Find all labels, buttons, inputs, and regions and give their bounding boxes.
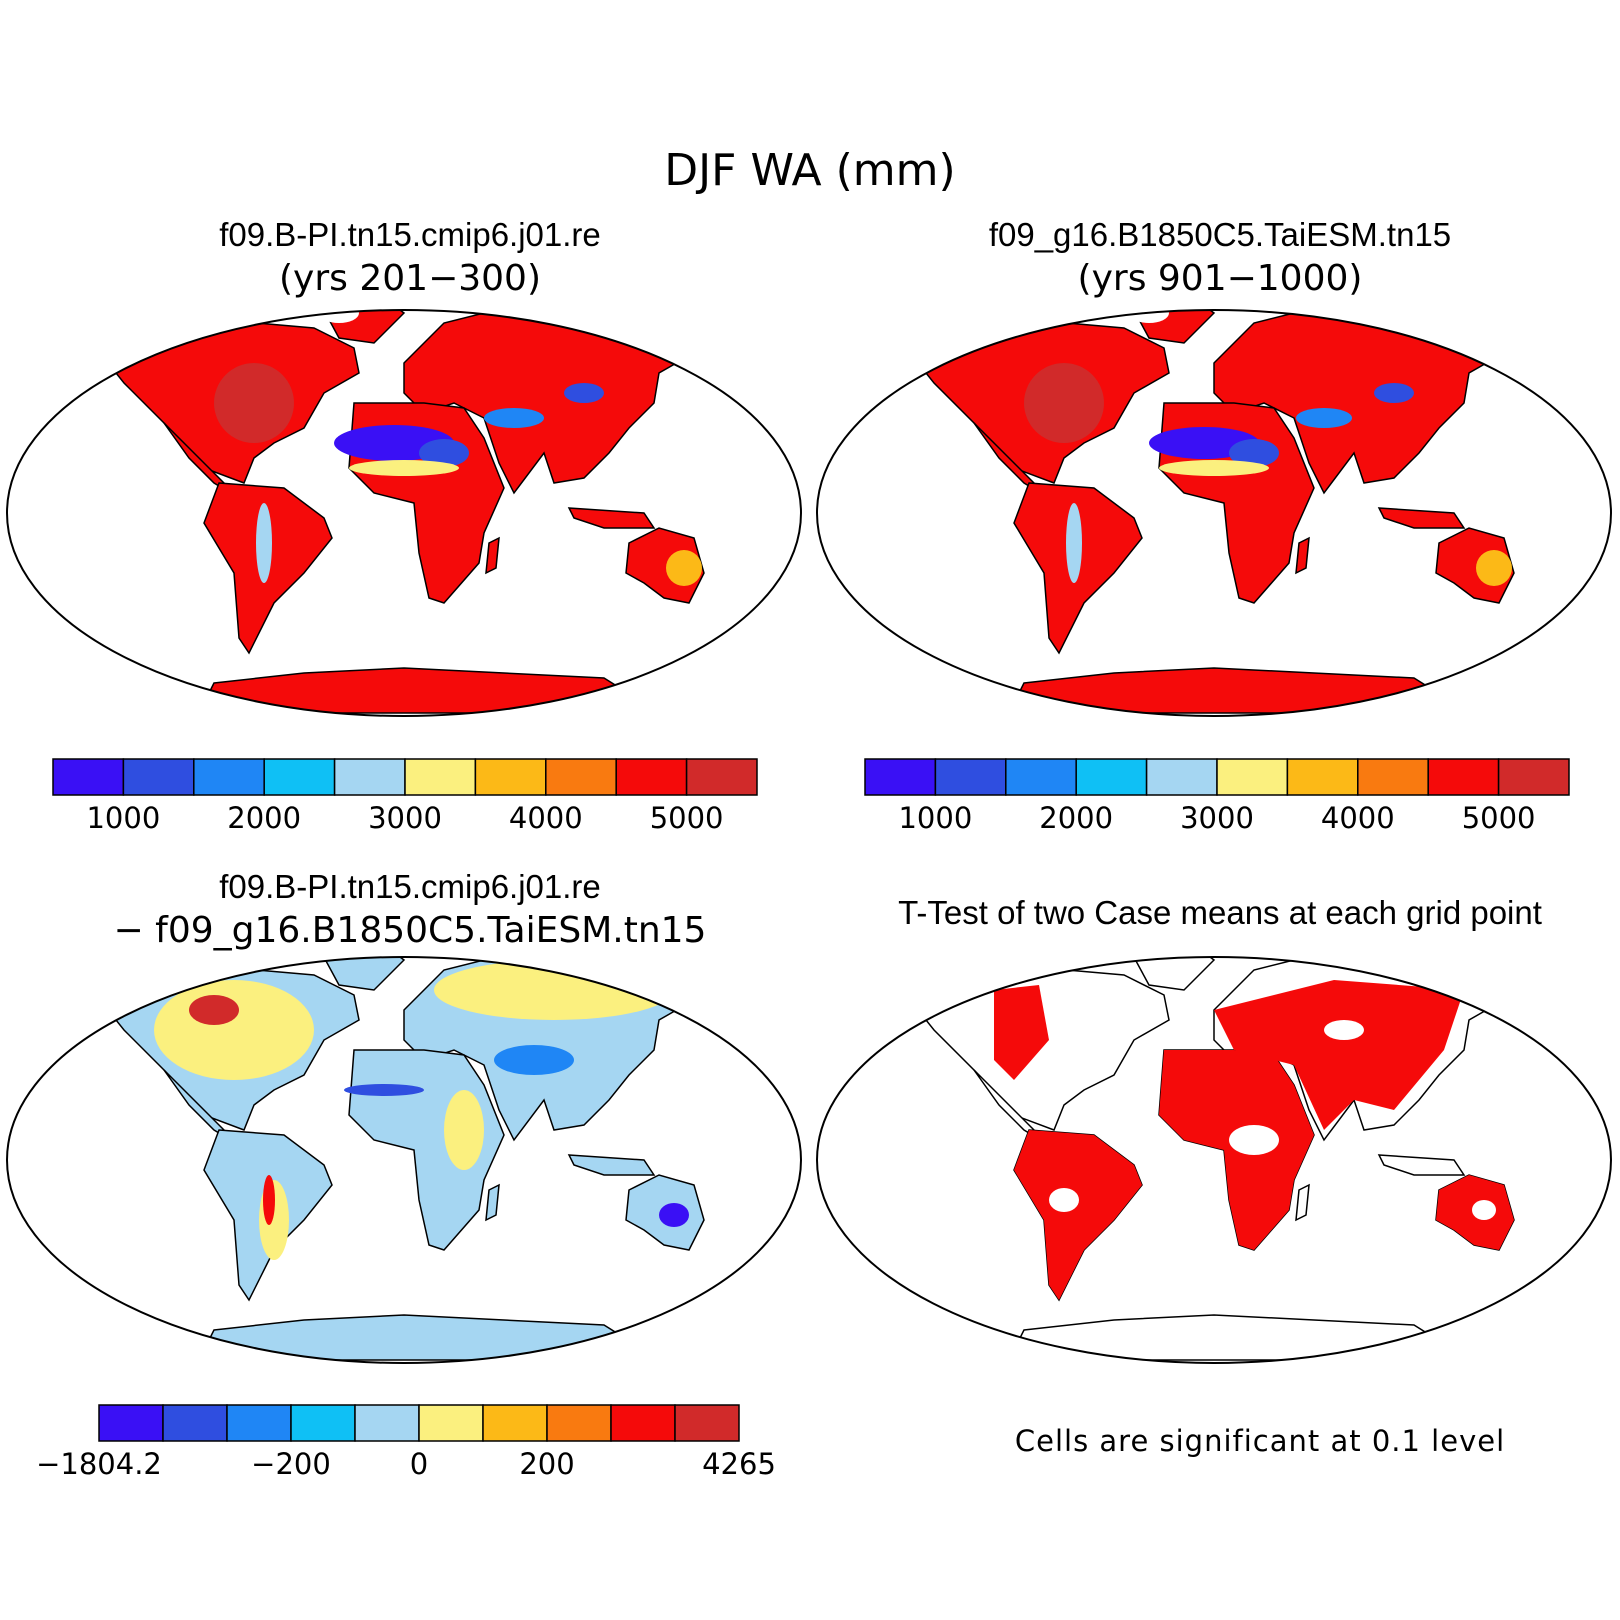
colorbar-top-left-swatch-1 (122, 758, 195, 796)
colorbar-top-right-tick-label: 3000 (1180, 801, 1254, 835)
panel-title-bottom-left: f09.B-PI.tn15.cmip6.j01.re (219, 868, 601, 905)
colorbar-bottom-left-swatch-9 (674, 1404, 740, 1442)
colorbar-top-left-swatch-2 (193, 758, 265, 796)
colorbar-top-right-tick-label: 1000 (898, 801, 972, 835)
figure-title: DJF WA (mm) (664, 145, 956, 196)
colorbar-top-left-swatch-9 (685, 758, 758, 796)
colorbar-top-left-tick-label: 4000 (509, 801, 583, 835)
non-significant-gaps (1049, 1020, 1496, 1220)
colorbar-top-left-tick-label: 3000 (368, 801, 442, 835)
colorbar-bottom-left-swatch-0 (98, 1404, 164, 1442)
colorbar-top-right: 1000 2000 3000 4000 5000 (864, 758, 1570, 835)
colorbar-bottom-left-tick-label: 4265 (702, 1447, 776, 1481)
colorbar-top-left-swatch-3 (263, 758, 336, 796)
colorbar-bottom-left-tick-label: −200 (251, 1447, 331, 1481)
colorbar-top-left-tick-label: 2000 (227, 801, 301, 835)
colorbar-top-right-swatch-9 (1497, 758, 1570, 796)
map-detail-top-left (214, 310, 702, 586)
colorbar-top-left-swatch-7 (545, 758, 617, 796)
colorbar-top-left-tick-label: 5000 (650, 801, 724, 835)
colorbar-top-left-swatch-8 (615, 758, 688, 796)
colorbar-bottom-left: −1804.2 −200 0 200 4265 (36, 1404, 776, 1481)
colorbar-bottom-left-swatch-5 (418, 1404, 484, 1442)
colorbar-bottom-left-swatch-1 (162, 1404, 228, 1442)
map-top-right (816, 309, 1612, 717)
colorbar-top-right-swatch-4 (1145, 758, 1218, 796)
colorbar-bottom-left-tick-label: 200 (519, 1447, 574, 1481)
colorbar-bottom-left-tick-label: 0 (410, 1447, 428, 1481)
panel-title-top-left: f09.B-PI.tn15.cmip6.j01.re (219, 216, 601, 253)
colorbar-top-right-swatch-3 (1075, 758, 1148, 796)
colorbar-top-right-swatch-0 (864, 758, 937, 796)
colorbar-top-right-tick-label: 5000 (1462, 801, 1536, 835)
colorbar-top-left-swatch-6 (474, 758, 547, 796)
panel-subtitle-bottom-left: − f09_g16.B1850C5.TaiESM.tn15 (113, 910, 707, 951)
colorbar-bottom-left-swatch-4 (354, 1404, 420, 1442)
colorbar-bottom-left-swatch-7 (546, 1404, 612, 1442)
colorbar-bottom-left-tick-label: −1804.2 (36, 1447, 162, 1481)
colorbar-top-left: 1000 2000 3000 4000 5000 (52, 758, 758, 835)
colorbar-top-right-tick-label: 2000 (1039, 801, 1113, 835)
colorbar-top-right-swatch-2 (1005, 758, 1077, 796)
colorbar-top-right-swatch-5 (1216, 758, 1289, 796)
colorbar-top-left-swatch-4 (333, 758, 406, 796)
panel-subtitle-top-right: (yrs 901−1000) (1077, 258, 1363, 299)
colorbar-top-right-swatch-8 (1427, 758, 1500, 796)
colorbar-top-right-swatch-7 (1357, 758, 1429, 796)
panel-subtitle-top-left: (yrs 201−300) (279, 258, 541, 299)
colorbar-top-right-tick-label: 4000 (1321, 801, 1395, 835)
colorbar-top-left-tick-label: 1000 (86, 801, 160, 835)
colorbar-bottom-left-swatch-2 (226, 1404, 292, 1442)
colorbar-top-left-swatch-5 (404, 758, 477, 796)
significance-note: Cells are significant at 0.1 level (1014, 1424, 1506, 1458)
colorbar-bottom-left-swatch-3 (290, 1404, 356, 1442)
map-bottom-right (816, 956, 1612, 1364)
colorbar-top-right-swatch-6 (1286, 758, 1359, 796)
colorbar-top-left-swatch-0 (52, 758, 125, 796)
map-detail-bottom-left (154, 960, 689, 1260)
colorbar-bottom-left-swatch-6 (482, 1404, 548, 1442)
map-top-left (6, 309, 802, 717)
colorbar-bottom-left-swatch-8 (610, 1404, 676, 1442)
colorbar-top-right-swatch-1 (934, 758, 1007, 796)
panel-title-top-right: f09_g16.B1850C5.TaiESM.tn15 (988, 216, 1452, 253)
panel-title-bottom-right: T-Test of two Case means at each grid po… (898, 894, 1542, 931)
map-bottom-left (6, 956, 802, 1364)
